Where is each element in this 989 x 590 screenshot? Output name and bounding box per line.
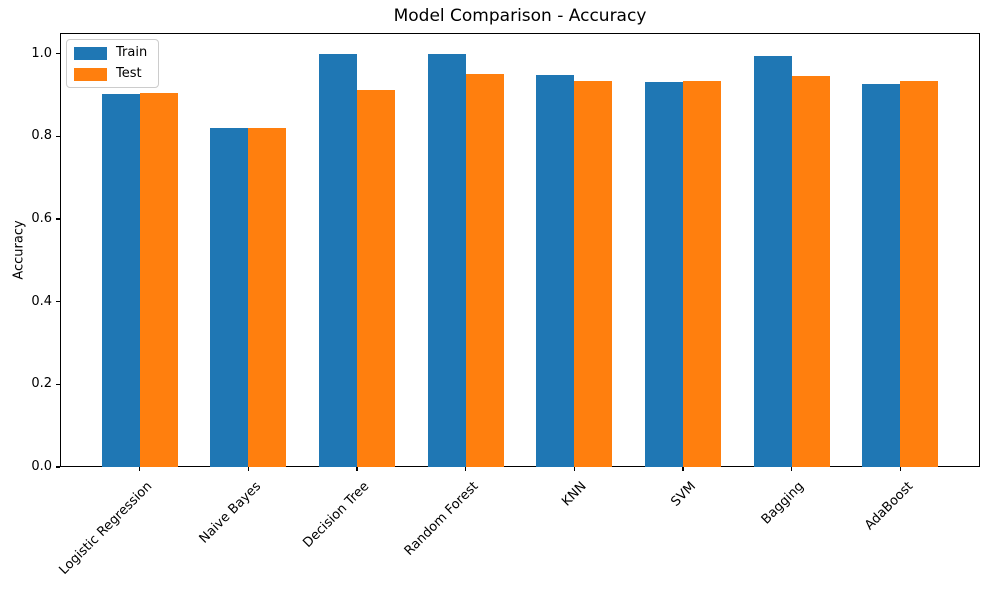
x-tick-mark xyxy=(465,467,467,471)
y-tick-label: 0.8 xyxy=(31,128,52,144)
y-axis-label: Accuracy xyxy=(11,220,27,280)
y-tick-label: 0.4 xyxy=(31,293,52,309)
x-tick-label-wrap: Naive Bayes xyxy=(0,475,265,547)
bar-train-knn xyxy=(536,74,575,467)
x-tick-label-wrap: Decision Tree xyxy=(102,475,373,551)
bar-train-naive-bayes xyxy=(210,128,249,467)
bar-train-decision-tree xyxy=(319,53,358,467)
y-tick-label: 0.6 xyxy=(31,211,52,226)
x-tick-label-wrap: KNN xyxy=(319,475,590,509)
legend-label-train: Train xyxy=(116,45,148,60)
x-tick-label-wrap: Logistic Regression xyxy=(0,475,156,578)
y-tick-label: 0.2 xyxy=(31,376,52,392)
y-tick-label: 1.0 xyxy=(31,45,52,61)
x-tick-label-wrap: SVM xyxy=(428,475,699,510)
x-tick-label: Naive Bayes xyxy=(196,479,265,547)
x-tick-label: SVM xyxy=(667,479,699,510)
bar-test-knn xyxy=(574,81,613,467)
bar-train-random-forest xyxy=(427,53,466,467)
bar-test-adaboost xyxy=(900,81,939,467)
bar-train-adaboost xyxy=(862,83,901,467)
x-tick-label: Bagging xyxy=(758,479,808,528)
y-tick-mark xyxy=(56,466,60,468)
x-tick-label: Logistic Regression xyxy=(56,479,156,578)
train-color-swatch xyxy=(74,46,107,60)
y-tick-mark xyxy=(56,301,60,303)
legend-item-train: Train xyxy=(74,46,147,60)
x-tick-mark xyxy=(790,467,793,471)
legend-item-test: Test xyxy=(74,67,147,81)
x-tick-label: Random Forest xyxy=(401,479,482,559)
bar-test-random-forest xyxy=(465,73,504,467)
x-tick-mark xyxy=(139,467,141,471)
y-tick-mark xyxy=(56,135,60,137)
x-tick-mark xyxy=(682,467,684,471)
bar-test-svm xyxy=(682,80,721,467)
y-tick-mark xyxy=(56,383,60,385)
y-tick-label: 0.0 xyxy=(31,459,52,474)
bars-layer xyxy=(60,33,980,467)
legend: Train Test xyxy=(66,39,160,88)
bar-test-decision-tree xyxy=(357,89,396,467)
x-tick-mark xyxy=(247,467,250,471)
bar-test-naive-bayes xyxy=(248,128,287,467)
y-tick-mark xyxy=(56,218,60,220)
chart-title: Model Comparison - Accuracy xyxy=(393,6,647,26)
x-tick-label: Decision Tree xyxy=(300,479,373,551)
y-tick-mark xyxy=(56,53,60,55)
x-tick-label: KNN xyxy=(559,479,590,510)
bar-test-logistic-regression xyxy=(139,92,178,467)
x-tick-label-wrap: Bagging xyxy=(537,475,807,527)
x-tick-mark xyxy=(356,467,358,471)
x-tick-mark xyxy=(899,467,901,471)
test-color-swatch xyxy=(74,67,107,81)
x-tick-label-wrap: AdaBoost xyxy=(645,475,916,533)
x-tick-label-wrap: Random Forest xyxy=(211,475,481,559)
bar-train-logistic-regression xyxy=(101,94,140,467)
legend-label-test: Test xyxy=(116,66,142,81)
x-tick-label: AdaBoost xyxy=(861,479,916,534)
bar-train-svm xyxy=(644,81,683,467)
bar-train-bagging xyxy=(753,56,792,467)
x-tick-mark xyxy=(573,467,575,471)
bar-test-bagging xyxy=(791,75,830,467)
